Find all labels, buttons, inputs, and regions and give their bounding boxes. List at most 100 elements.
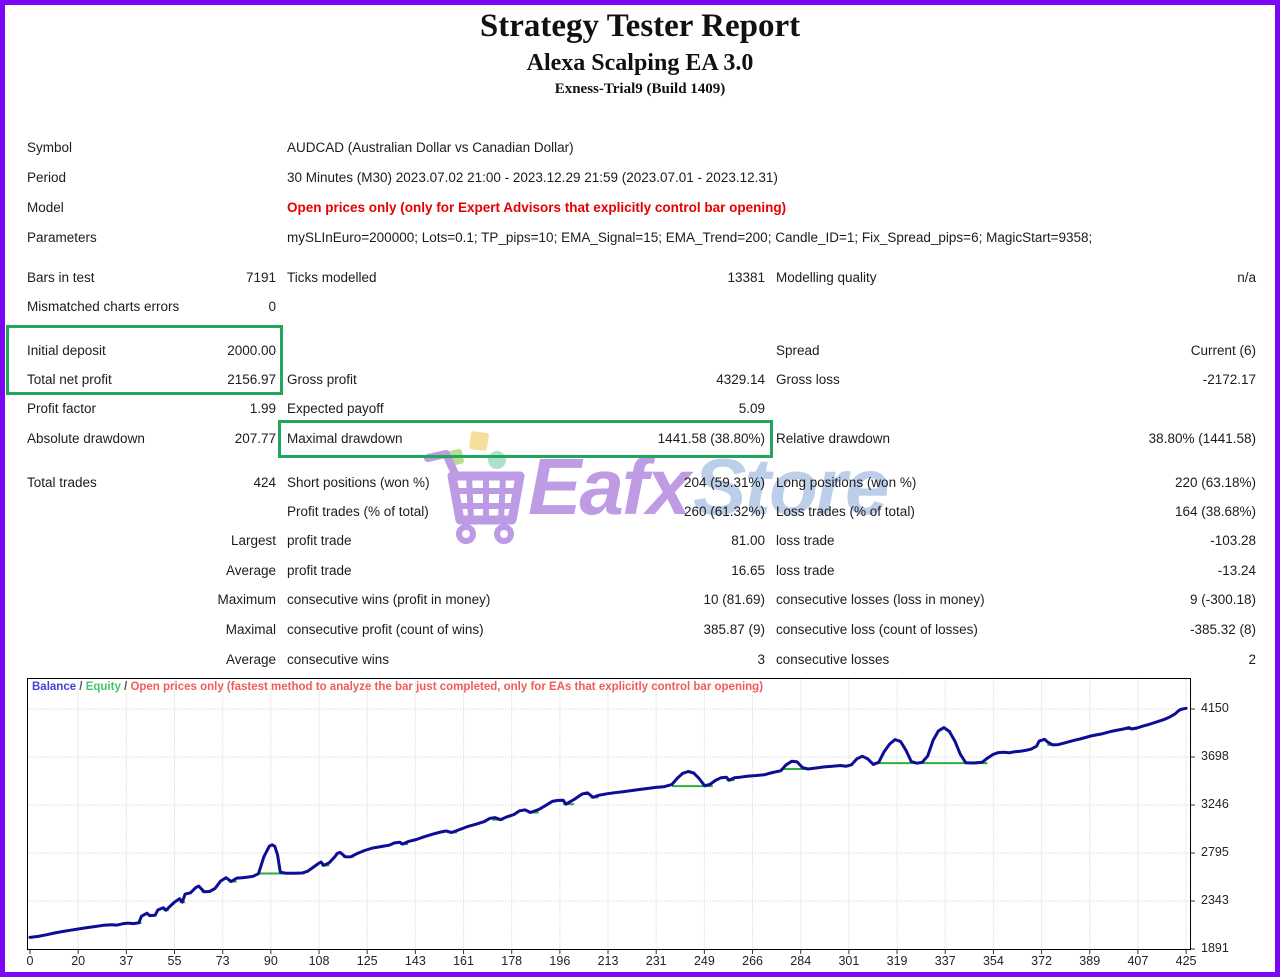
stat-label: profit trade — [287, 533, 352, 548]
stat-value: 4329.14 — [716, 372, 765, 387]
info-label: Period — [27, 170, 67, 185]
report-header: Strategy Tester Report Alexa Scalping EA… — [0, 0, 1280, 98]
x-axis-label: 354 — [982, 954, 1004, 968]
x-axis-label: 266 — [742, 954, 763, 968]
stat-label: Profit factor — [27, 401, 97, 416]
chart-legend: Balance / Equity / Open prices only (fas… — [32, 681, 763, 693]
x-axis-label: 425 — [1175, 954, 1197, 968]
highlight-box — [278, 420, 773, 458]
y-axis-label: 2343 — [1201, 893, 1229, 907]
stat-value: Average — [225, 652, 276, 667]
stat-value: 424 — [253, 475, 276, 490]
x-axis-label: 90 — [263, 954, 278, 968]
stat-value: Current (6) — [1190, 343, 1256, 358]
stat-row: Average consecutive wins 3 consecutive loss… — [27, 650, 1256, 670]
report-title: Strategy Tester Report — [479, 8, 801, 44]
stat-row: Bars in test 7191 Ticks modelled 13381 Model… — [27, 268, 1256, 288]
stat-label: consecutive losses (loss in money) — [776, 592, 985, 607]
y-axis-label: 3698 — [1201, 749, 1229, 763]
stat-value: 2156.97 — [227, 372, 276, 387]
stat-value: 7191 — [245, 270, 276, 285]
balance-equity-chart: Balance / Equity / Open prices only (fas… — [27, 678, 1267, 973]
stat-value: 0 — [268, 299, 276, 314]
info-value: Open prices only (only for Expert Adviso… — [287, 200, 787, 215]
x-axis-label: 20 — [71, 954, 86, 968]
stat-value: 10 (81.69) — [703, 592, 765, 607]
info-label: Model — [27, 200, 64, 215]
x-axis-label: 319 — [886, 954, 908, 968]
stat-label: Total trades — [27, 475, 97, 490]
legend-item: Equity — [85, 681, 121, 693]
x-axis-label: 161 — [453, 954, 474, 968]
highlight-box — [6, 325, 283, 395]
stat-value: 2 — [1248, 652, 1256, 667]
stat-value: Maximal — [225, 622, 276, 637]
stat-value: 38.80% (1441.58) — [1148, 431, 1256, 446]
stat-row: Maximal consecutive profit (count of wins… — [27, 620, 1256, 640]
stat-value: 385.87 (9) — [703, 622, 765, 637]
stat-value: n/a — [1237, 270, 1256, 285]
stat-value: 1.99 — [249, 401, 276, 416]
stat-value: Largest — [230, 533, 276, 548]
legend-item: / — [120, 681, 131, 693]
stat-row: Profit factor 1.99 Expected payoff 5.09 — [27, 399, 1256, 419]
x-axis-label: 301 — [838, 954, 860, 968]
x-axis-label: 407 — [1127, 954, 1149, 968]
y-axis-label: 3246 — [1201, 797, 1229, 811]
stat-row: Average profit trade 16.65 loss trade -13.24 — [27, 561, 1256, 581]
stat-row: Absolute drawdown 207.77 Maximal drawdown 1… — [27, 429, 1256, 449]
stat-value: -13.24 — [1217, 563, 1256, 578]
x-axis-label: 249 — [693, 954, 715, 968]
stat-value: 1441.58 (38.80%) — [657, 431, 765, 446]
info-label: Symbol — [27, 140, 73, 155]
stat-value: 81.00 — [731, 533, 765, 548]
stat-value: Average — [225, 563, 276, 578]
x-axis-label: 196 — [549, 954, 571, 968]
stat-label: Profit trades (% of total) — [287, 504, 429, 519]
info-row: Period 30 Minutes (M30) 2023.07.02 21:00 … — [27, 168, 1256, 188]
stat-value: 5.09 — [738, 401, 765, 416]
x-axis-label: 73 — [215, 954, 230, 968]
stat-row: Maximum consecutive wins (profit in money… — [27, 590, 1256, 610]
stat-label: consecutive profit (count of wins) — [287, 622, 484, 637]
x-axis-label: 178 — [501, 954, 523, 968]
stat-label: Gross loss — [776, 372, 840, 387]
stat-label: consecutive wins — [287, 652, 390, 667]
stat-label: Mismatched charts errors — [27, 299, 180, 314]
stat-label: consecutive loss (count of losses) — [776, 622, 978, 637]
stat-value: 260 (61.32%) — [683, 504, 765, 519]
info-row: Model Open prices only (only for Expert A… — [27, 198, 1256, 218]
legend-item: Open prices only (fastest method to anal… — [130, 681, 764, 693]
x-axis-label: 372 — [1031, 954, 1052, 968]
stat-label: Long positions (won %) — [776, 475, 917, 490]
stat-label: Expected payoff — [287, 401, 384, 416]
ea-name: Alexa Scalping EA 3.0 — [526, 50, 754, 76]
info-label: Parameters — [27, 230, 97, 245]
stat-row: Total trades 424 Short positions (won %) 20… — [27, 473, 1256, 493]
chart-canvas — [27, 678, 1195, 954]
stat-label: loss trade — [776, 563, 835, 578]
stat-label: Loss trades (% of total) — [776, 504, 915, 519]
stat-label: Total net profit — [27, 372, 112, 387]
stat-value: Maximum — [217, 592, 276, 607]
stat-label: Absolute drawdown — [27, 431, 145, 446]
stat-label: loss trade — [776, 533, 835, 548]
stat-row: Mismatched charts errors 0 — [27, 297, 1256, 317]
stat-label: Short positions (won %) — [287, 475, 430, 490]
y-axis-label: 4150 — [1201, 701, 1229, 715]
x-axis-label: 389 — [1079, 954, 1101, 968]
info-row: Symbol AUDCAD (Australian Dollar vs Canad… — [27, 138, 1256, 158]
stat-value: 9 (-300.18) — [1189, 592, 1256, 607]
stat-row: Initial deposit 2000.00 Spread Current (6) — [27, 341, 1256, 361]
stat-label: Relative drawdown — [776, 431, 891, 446]
stat-label: Ticks modelled — [287, 270, 377, 285]
x-axis-label: 337 — [934, 954, 956, 968]
stat-label: Maximal drawdown — [287, 431, 403, 446]
stat-label: Gross profit — [287, 372, 357, 387]
x-axis-label: 231 — [645, 954, 667, 968]
stat-value: 220 (63.18%) — [1174, 475, 1256, 490]
info-value: AUDCAD (Australian Dollar vs Canadian Do… — [287, 140, 574, 155]
y-axis-label: 2795 — [1201, 845, 1229, 859]
info-row: Parameters mySLInEuro=200000; Lots=0.1; T… — [27, 228, 1256, 248]
